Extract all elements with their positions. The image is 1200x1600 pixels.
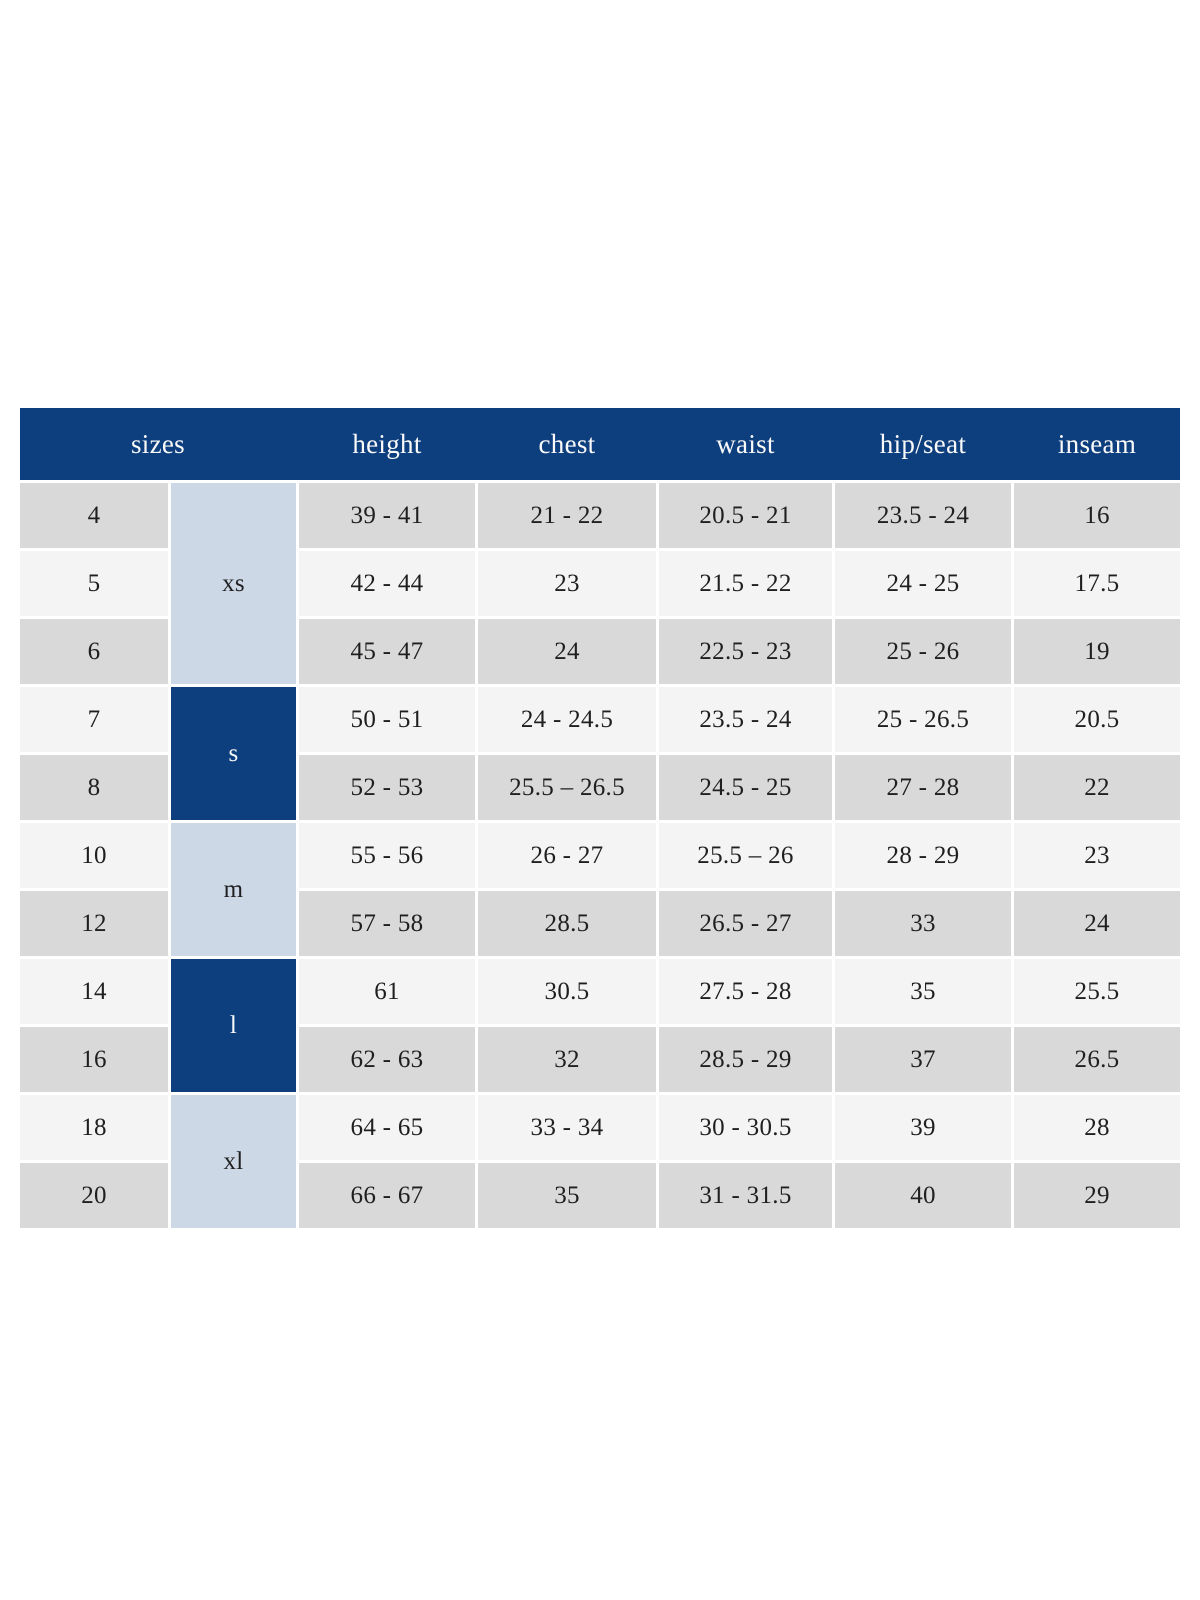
measurement-cell-inseam: 24 [1014, 891, 1180, 956]
measurement-cell-hip-seat: 25 - 26 [835, 619, 1011, 684]
size-group-cell-m: m [171, 823, 296, 956]
size-chart-table: sizes height chest waist hip/seat inseam 4 39 … [20, 408, 1180, 1228]
header-cell-chest: chest [478, 408, 656, 480]
header-cell-hip-seat: hip/seat [835, 408, 1011, 480]
measurement-cell-chest: 28.5 [478, 891, 656, 956]
size-number-cell: 14 [20, 959, 168, 1024]
measurement-cell-waist: 30 - 30.5 [659, 1095, 832, 1160]
measurement-cell-chest: 23 [478, 551, 656, 616]
measurement-cell-chest: 30.5 [478, 959, 656, 1024]
size-number-cell: 12 [20, 891, 168, 956]
measurement-cell-hip-seat: 35 [835, 959, 1011, 1024]
measurement-cell-inseam: 26.5 [1014, 1027, 1180, 1092]
measurement-cell-inseam: 25.5 [1014, 959, 1180, 1024]
header-cell-height: height [299, 408, 475, 480]
size-number-cell: 8 [20, 755, 168, 820]
measurement-cell-height: 42 - 44 [299, 551, 475, 616]
measurement-cell-chest: 24 [478, 619, 656, 684]
measurement-cell-height: 45 - 47 [299, 619, 475, 684]
measurement-cell-height: 61 [299, 959, 475, 1024]
measurement-cell-waist: 22.5 - 23 [659, 619, 832, 684]
measurement-cell-inseam: 16 [1014, 483, 1180, 548]
measurement-cell-height: 39 - 41 [299, 483, 475, 548]
size-group-cell-xl: xl [171, 1095, 296, 1228]
measurement-cell-waist: 23.5 - 24 [659, 687, 832, 752]
size-number-cell: 7 [20, 687, 168, 752]
measurement-cell-height: 64 - 65 [299, 1095, 475, 1160]
measurement-cell-hip-seat: 24 - 25 [835, 551, 1011, 616]
measurement-cell-chest: 21 - 22 [478, 483, 656, 548]
measurement-cell-inseam: 19 [1014, 619, 1180, 684]
measurement-cell-hip-seat: 39 [835, 1095, 1011, 1160]
measurement-cell-chest: 32 [478, 1027, 656, 1092]
measurement-cell-waist: 28.5 - 29 [659, 1027, 832, 1092]
measurement-cell-height: 52 - 53 [299, 755, 475, 820]
measurement-cell-chest: 24 - 24.5 [478, 687, 656, 752]
measurement-cell-hip-seat: 27 - 28 [835, 755, 1011, 820]
size-number-cell: 5 [20, 551, 168, 616]
measurement-cell-height: 55 - 56 [299, 823, 475, 888]
size-number-cell: 18 [20, 1095, 168, 1160]
measurement-cell-chest: 33 - 34 [478, 1095, 656, 1160]
measurement-cell-waist: 25.5 – 26 [659, 823, 832, 888]
size-number-cell: 20 [20, 1163, 168, 1228]
measurement-cell-height: 50 - 51 [299, 687, 475, 752]
measurement-cell-inseam: 29 [1014, 1163, 1180, 1228]
size-chart-body: 4 39 - 41 21 - 22 20.5 - 21 23.5 - 24 16 5 42 -… [20, 483, 1180, 1228]
size-number-cell: 10 [20, 823, 168, 888]
measurement-cell-height: 66 - 67 [299, 1163, 475, 1228]
measurement-cell-hip-seat: 40 [835, 1163, 1011, 1228]
measurement-cell-inseam: 22 [1014, 755, 1180, 820]
header-cell-sizes: sizes [20, 408, 296, 480]
measurement-cell-inseam: 28 [1014, 1095, 1180, 1160]
measurement-cell-inseam: 23 [1014, 823, 1180, 888]
measurement-cell-height: 57 - 58 [299, 891, 475, 956]
measurement-cell-inseam: 17.5 [1014, 551, 1180, 616]
size-group-cell-l: l [171, 959, 296, 1092]
size-number-cell: 6 [20, 619, 168, 684]
header-cell-inseam: inseam [1014, 408, 1180, 480]
size-group-cell-s: s [171, 687, 296, 820]
measurement-cell-height: 62 - 63 [299, 1027, 475, 1092]
size-group-cell-xs: xs [171, 483, 296, 684]
size-number-cell: 16 [20, 1027, 168, 1092]
measurement-cell-hip-seat: 37 [835, 1027, 1011, 1092]
measurement-cell-waist: 24.5 - 25 [659, 755, 832, 820]
measurement-cell-hip-seat: 28 - 29 [835, 823, 1011, 888]
measurement-cell-waist: 26.5 - 27 [659, 891, 832, 956]
measurement-cell-chest: 35 [478, 1163, 656, 1228]
measurement-cell-waist: 27.5 - 28 [659, 959, 832, 1024]
size-number-cell: 4 [20, 483, 168, 548]
measurement-cell-waist: 20.5 - 21 [659, 483, 832, 548]
measurement-cell-waist: 21.5 - 22 [659, 551, 832, 616]
measurement-cell-inseam: 20.5 [1014, 687, 1180, 752]
header-cell-waist: waist [659, 408, 832, 480]
measurement-cell-hip-seat: 23.5 - 24 [835, 483, 1011, 548]
measurement-cell-chest: 26 - 27 [478, 823, 656, 888]
measurement-cell-hip-seat: 33 [835, 891, 1011, 956]
measurement-cell-waist: 31 - 31.5 [659, 1163, 832, 1228]
size-chart-header-row: sizes height chest waist hip/seat inseam [20, 408, 1180, 480]
measurement-cell-chest: 25.5 – 26.5 [478, 755, 656, 820]
measurement-cell-hip-seat: 25 - 26.5 [835, 687, 1011, 752]
